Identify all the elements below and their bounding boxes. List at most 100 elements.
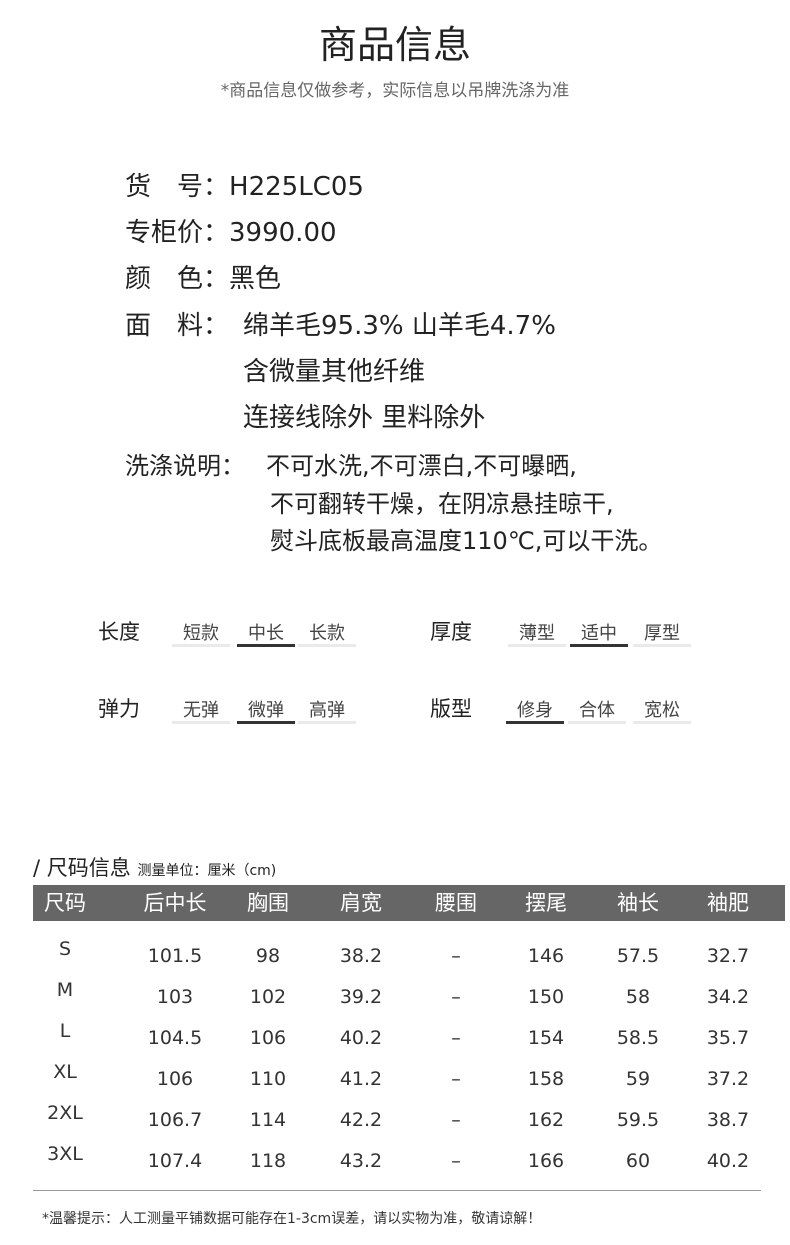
table-cell: 102: [249, 986, 287, 1008]
table-cell: 32.7: [706, 945, 750, 967]
size-cell: S: [58, 938, 72, 960]
fabric-line: 绵羊毛95.3% 山羊毛4.7%: [243, 311, 556, 341]
table-cell: 57.5: [616, 945, 660, 967]
size-section-title: / 尺码信息 测量单位：厘米（cm): [33, 852, 276, 882]
table-cell: 60: [625, 1150, 651, 1172]
table-cell: 59: [625, 1068, 651, 1090]
column-header: 肩宽: [340, 891, 382, 915]
price: 专柜价：3990.00: [125, 212, 337, 249]
attribute-option: 宽松: [644, 700, 680, 721]
size-cell: M: [56, 979, 74, 1001]
table-cell: 40.2: [706, 1150, 750, 1172]
attribute-label: 厚度: [430, 620, 472, 644]
attribute-selected-bar: [506, 721, 564, 724]
attribute-bar: [508, 644, 566, 647]
table-cell: 38.7: [706, 1109, 750, 1131]
size-title: / 尺码信息: [33, 856, 131, 880]
table-cell: 107.4: [147, 1150, 203, 1172]
color: 颜 色：黑色: [125, 258, 281, 295]
color-label: 颜 色：: [125, 264, 230, 294]
attribute-selected-bar: [570, 644, 628, 647]
attribute-label: 版型: [430, 697, 472, 721]
table-cell: 58: [625, 986, 651, 1008]
table-cell: 38.2: [339, 945, 383, 967]
attribute-label: 长度: [98, 620, 140, 644]
table-cell: 40.2: [339, 1027, 383, 1049]
column-header: 袖长: [617, 891, 659, 915]
column-header: 胸围: [247, 891, 289, 915]
attribute-bar: [172, 721, 230, 724]
attribute-option: 无弹: [183, 700, 219, 721]
table-cell: 42.2: [339, 1109, 383, 1131]
column-header: 尺码: [44, 891, 86, 915]
divider: [33, 1190, 761, 1191]
size-table-header: 尺码 后中长 胸围 肩宽 腰围 摆尾 袖长 袖肥: [33, 885, 785, 921]
attribute-selected-bar: [237, 721, 295, 724]
table-cell: 59.5: [616, 1109, 660, 1131]
table-cell: –: [451, 1027, 461, 1049]
size-cell: L: [59, 1020, 71, 1042]
table-cell: –: [451, 1150, 461, 1172]
column-header: 后中长: [143, 891, 207, 915]
table-cell: –: [451, 1109, 461, 1131]
attribute-option: 薄型: [519, 623, 555, 644]
table-cell: 98: [255, 945, 281, 967]
table-cell: 114: [249, 1109, 287, 1131]
attribute-option: 适中: [581, 623, 617, 644]
size-cell: 2XL: [47, 1102, 83, 1124]
table-cell: 35.7: [706, 1027, 750, 1049]
table-cell: 104.5: [147, 1027, 203, 1049]
attribute-label: 弹力: [98, 697, 140, 721]
attribute-bar: [633, 721, 691, 724]
table-cell: –: [451, 986, 461, 1008]
attribute-option: 高弹: [309, 700, 345, 721]
table-cell: 41.2: [339, 1068, 383, 1090]
table-cell: 101.5: [147, 945, 203, 967]
size-cell: 3XL: [47, 1143, 83, 1165]
attribute-option: 修身: [517, 700, 553, 721]
attribute-option: 中长: [248, 623, 284, 644]
table-cell: 103: [156, 986, 194, 1008]
wash-label: 洗涤说明：: [125, 452, 245, 480]
attribute-option: 厚型: [644, 623, 680, 644]
attribute-selected-bar: [237, 644, 295, 647]
table-cell: 34.2: [706, 986, 750, 1008]
item-number: 货 号：H225LC05: [125, 166, 364, 203]
table-cell: 39.2: [339, 986, 383, 1008]
price-value: 3990.00: [229, 218, 337, 248]
attribute-bar: [172, 644, 230, 647]
table-cell: 154: [527, 1027, 565, 1049]
attribute-bar: [568, 721, 626, 724]
table-cell: 158: [527, 1068, 565, 1090]
attribute-option: 短款: [183, 623, 219, 644]
table-cell: 150: [527, 986, 565, 1008]
table-cell: 37.2: [706, 1068, 750, 1090]
table-cell: 43.2: [339, 1150, 383, 1172]
table-cell: 166: [527, 1150, 565, 1172]
table-cell: –: [451, 945, 461, 967]
unit-label: 测量单位：厘米（cm): [137, 863, 277, 879]
attribute-bar: [298, 721, 356, 724]
table-cell: –: [451, 1068, 461, 1090]
wash-line: 不可翻转干燥，在阴凉悬挂晾干,: [270, 490, 614, 518]
attribute-option: 长款: [309, 623, 345, 644]
price-label: 专柜价：: [125, 218, 230, 248]
table-cell: 106: [156, 1068, 194, 1090]
table-cell: 106.7: [147, 1109, 203, 1131]
table-cell: 162: [527, 1109, 565, 1131]
attribute-bar: [633, 644, 691, 647]
item-number-label: 货 号：: [125, 172, 230, 202]
wash-line: 熨斗底板最高温度110℃,可以干洗。: [270, 527, 663, 555]
fabric-label: 面 料：: [125, 311, 230, 341]
page-title: 商品信息: [318, 23, 471, 67]
table-cell: 58.5: [616, 1027, 660, 1049]
item-number-value: H225LC05: [229, 172, 364, 202]
wash-line: 不可水洗,不可漂白,不可曝晒,: [266, 452, 577, 480]
table-cell: 110: [249, 1068, 287, 1090]
attribute-bar: [298, 644, 356, 647]
fabric-line: 连接线除外 里料除外: [243, 403, 486, 433]
size-cell: XL: [53, 1061, 77, 1083]
column-header: 腰围: [435, 891, 477, 915]
column-header: 袖肥: [707, 891, 749, 915]
attribute-option: 合体: [579, 700, 615, 721]
